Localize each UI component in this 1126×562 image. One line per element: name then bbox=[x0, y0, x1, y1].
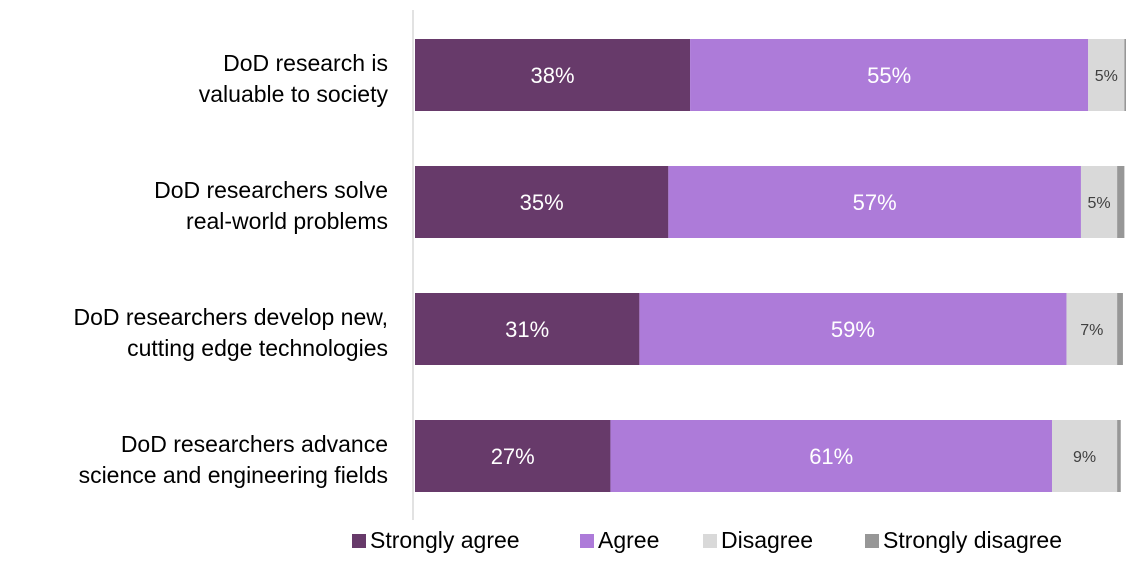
bar-disagree-3 bbox=[1066, 293, 1118, 365]
bar-strongly-agree-3 bbox=[415, 293, 640, 365]
data-label: 5% bbox=[1095, 68, 1118, 85]
legend-label: Strongly disagree bbox=[883, 527, 1062, 553]
bar-agree-1 bbox=[690, 39, 1089, 111]
data-label: 31% bbox=[505, 317, 549, 342]
data-label: 59% bbox=[831, 317, 875, 342]
bar-strongly-agree-4 bbox=[415, 420, 611, 492]
category-label: DoD researchers advance science and engin… bbox=[79, 431, 388, 488]
bar-strongly-disagree-3 bbox=[1117, 293, 1123, 365]
data-label: 38% bbox=[531, 63, 575, 88]
legend-label: Agree bbox=[598, 527, 659, 553]
legend-swatch-strongly-agree bbox=[352, 534, 366, 548]
legend-swatch-strongly-disagree bbox=[865, 534, 879, 548]
data-label: 9% bbox=[1073, 449, 1096, 466]
legend-swatch-disagree bbox=[703, 534, 717, 548]
legend-label: Disagree bbox=[721, 527, 813, 553]
data-label: 5% bbox=[1087, 195, 1110, 212]
bar-strongly-disagree-4 bbox=[1117, 420, 1121, 492]
data-label: 57% bbox=[853, 190, 897, 215]
category-label: DoD researchers develop new, cutting edge… bbox=[74, 304, 389, 361]
bar-disagree-1 bbox=[1088, 39, 1125, 111]
bar-strongly-disagree-2 bbox=[1117, 166, 1125, 238]
bar-agree-3 bbox=[639, 293, 1067, 365]
data-label: 61% bbox=[809, 444, 853, 469]
legend: Strongly agree Agree Disagree Strongly disa… bbox=[352, 527, 1062, 553]
bar-agree-4 bbox=[610, 420, 1052, 492]
legend-swatch-agree bbox=[580, 534, 594, 548]
legend-label: Strongly agree bbox=[370, 527, 520, 553]
bar-agree-2 bbox=[668, 166, 1081, 238]
data-label: 7% bbox=[1080, 322, 1103, 339]
data-label: 55% bbox=[867, 63, 911, 88]
category-labels: DoD research is valuable to society DoD re… bbox=[74, 50, 389, 488]
bar-disagree-4 bbox=[1051, 420, 1118, 492]
data-label: 35% bbox=[520, 190, 564, 215]
bar-strongly-agree-2 bbox=[415, 166, 669, 238]
bar-disagree-2 bbox=[1080, 166, 1118, 238]
bars-group: 38% 55% 5% 35% 57% 5% 31% 59% 7% 27% 61% 9% bbox=[415, 39, 1126, 492]
bar-strongly-agree-1 bbox=[415, 39, 691, 111]
data-label: 27% bbox=[491, 444, 535, 469]
category-label: DoD researchers solve real-world problems bbox=[154, 177, 388, 234]
bar-strongly-disagree-1 bbox=[1124, 39, 1126, 111]
category-label: DoD research is valuable to society bbox=[199, 50, 389, 107]
